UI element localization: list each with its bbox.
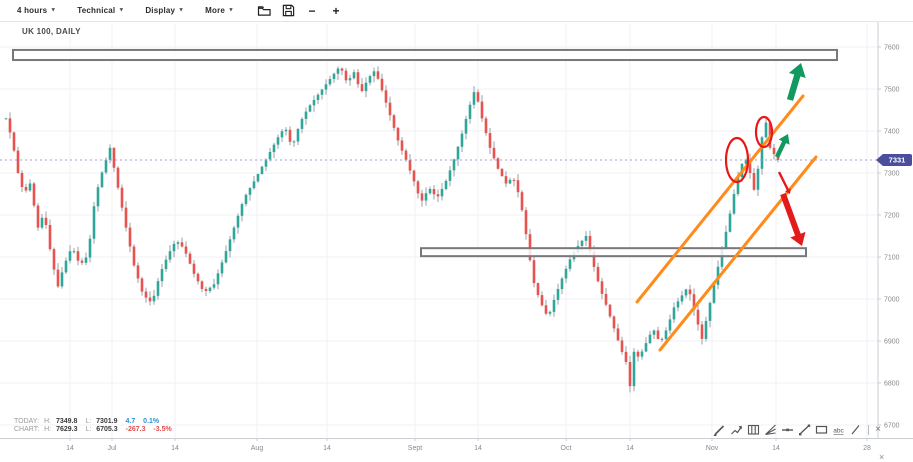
svg-text:6900: 6900 [884, 339, 900, 346]
top-toolbar: 4 hours ▼ Technical ▼ Display ▼ More ▼ −… [0, 0, 913, 22]
display-dropdown-label: Display [145, 6, 176, 15]
more-dropdown[interactable]: More ▼ [205, 6, 234, 15]
text-label-icon[interactable]: abc [832, 423, 845, 436]
zoom-out-button[interactable]: − [303, 3, 321, 19]
resistance-zone[interactable] [12, 48, 838, 62]
technical-dropdown[interactable]: Technical ▼ [77, 6, 124, 15]
chevron-down-icon: ▼ [178, 7, 185, 13]
svg-text:14: 14 [171, 445, 179, 452]
bullish-arrow-small[interactable] [775, 134, 790, 158]
diagonal-line-icon[interactable] [849, 423, 862, 436]
svg-text:6700: 6700 [884, 423, 900, 430]
draw-pencil-icon[interactable] [713, 423, 726, 436]
grid-columns-icon[interactable] [747, 423, 760, 436]
timeframe-dropdown-label: 4 hours [17, 6, 48, 15]
elbow-arrow-icon[interactable] [730, 423, 743, 436]
svg-text:7200: 7200 [884, 213, 900, 220]
today-low: 7301.9 [96, 418, 118, 425]
svg-text:Jul: Jul [108, 445, 117, 452]
today-change-pct: 0.1% [143, 418, 160, 425]
horizontal-line-icon[interactable] [781, 423, 794, 436]
grid-lines [0, 24, 878, 438]
chevron-down-icon: ▼ [118, 7, 125, 13]
svg-text:14: 14 [474, 445, 482, 452]
svg-text:abc: abc [833, 428, 844, 435]
minus-icon: − [308, 3, 316, 18]
svg-text:14: 14 [772, 445, 780, 452]
svg-text:14: 14 [626, 445, 634, 452]
chart-change: -267.3 [125, 426, 146, 433]
chevron-down-icon: ▼ [50, 7, 57, 13]
trendline-icon[interactable] [798, 423, 811, 436]
support-zone[interactable] [420, 247, 807, 258]
toolbar-divider [868, 424, 870, 435]
display-dropdown[interactable]: Display ▼ [145, 6, 184, 15]
svg-text:7400: 7400 [884, 129, 900, 136]
svg-text:Sept: Sept [408, 445, 422, 452]
svg-text:7300: 7300 [884, 171, 900, 178]
trend-channel[interactable] [635, 94, 818, 352]
technical-dropdown-label: Technical [77, 6, 116, 15]
bullish-arrow-large[interactable] [786, 63, 806, 101]
status-bar: TODAY: H: 7349.8 L: 7301.9 4.7 0.1% CHAR… [14, 418, 178, 434]
chart-high: 7629.3 [56, 426, 78, 433]
chart-label: CHART: [14, 426, 40, 433]
price-axis-labels: 7600 7500 7400 7300 7200 7100 7000 6900 6800 6700 [878, 45, 900, 430]
highlight-ellipse-1[interactable] [724, 136, 750, 184]
axis-close-icon[interactable]: × [879, 452, 885, 462]
chevron-down-icon: ▼ [228, 7, 234, 13]
symbol-title: UK 100, DAILY [22, 27, 81, 36]
svg-text:Oct: Oct [561, 445, 572, 452]
today-label: TODAY: [14, 418, 40, 425]
close-toolbar-icon[interactable]: × [875, 423, 881, 435]
folder-open-icon[interactable] [255, 3, 273, 19]
svg-text:28: 28 [863, 445, 871, 452]
svg-text:14: 14 [323, 445, 331, 452]
time-axis-labels: 14 Jul 14 Aug 14 Sept 14 Oct 14 Nov 14 28 [66, 438, 871, 452]
svg-text:7600: 7600 [884, 45, 900, 52]
timeframe-dropdown[interactable]: 4 hours ▼ [17, 6, 56, 15]
status-row-today: TODAY: H: 7349.8 L: 7301.9 4.7 0.1% [14, 418, 160, 425]
chart-area[interactable]: 7600 7500 7400 7300 7200 7100 7000 6900 6800 6700… [0, 22, 913, 462]
highlight-ellipse-2[interactable] [754, 115, 774, 149]
plus-icon: + [332, 3, 340, 18]
svg-text:7500: 7500 [884, 87, 900, 94]
svg-text:7100: 7100 [884, 255, 900, 262]
today-high: 7349.8 [55, 418, 78, 425]
chart-change-pct: -3.5% [153, 426, 172, 433]
candles-layer [4, 66, 780, 393]
more-dropdown-label: More [205, 6, 226, 15]
bearish-arrow-small[interactable] [777, 171, 791, 195]
last-price-tag: 7331 [876, 153, 912, 166]
rectangle-icon[interactable] [815, 423, 828, 436]
svg-text:14: 14 [66, 445, 74, 452]
chart-low: 6705.3 [96, 426, 118, 433]
fan-lines-icon[interactable] [764, 423, 777, 436]
bearish-arrow-large[interactable] [780, 193, 806, 246]
candlestick-chart[interactable]: 7600 7500 7400 7300 7200 7100 7000 6900 6800 6700… [0, 22, 913, 455]
svg-text:Nov: Nov [706, 445, 719, 452]
zoom-in-button[interactable]: + [327, 3, 345, 19]
svg-text:7331: 7331 [889, 156, 906, 165]
drawing-toolbar: abc × [713, 423, 881, 436]
svg-text:Aug: Aug [251, 445, 264, 452]
status-row-chart: CHART: H: 7629.3 L: 6705.3 -267.3 -3.5% [14, 426, 172, 433]
svg-text:7000: 7000 [884, 297, 900, 304]
today-change: 4.7 [125, 418, 136, 425]
save-icon[interactable] [279, 3, 297, 19]
svg-text:6800: 6800 [884, 381, 900, 388]
